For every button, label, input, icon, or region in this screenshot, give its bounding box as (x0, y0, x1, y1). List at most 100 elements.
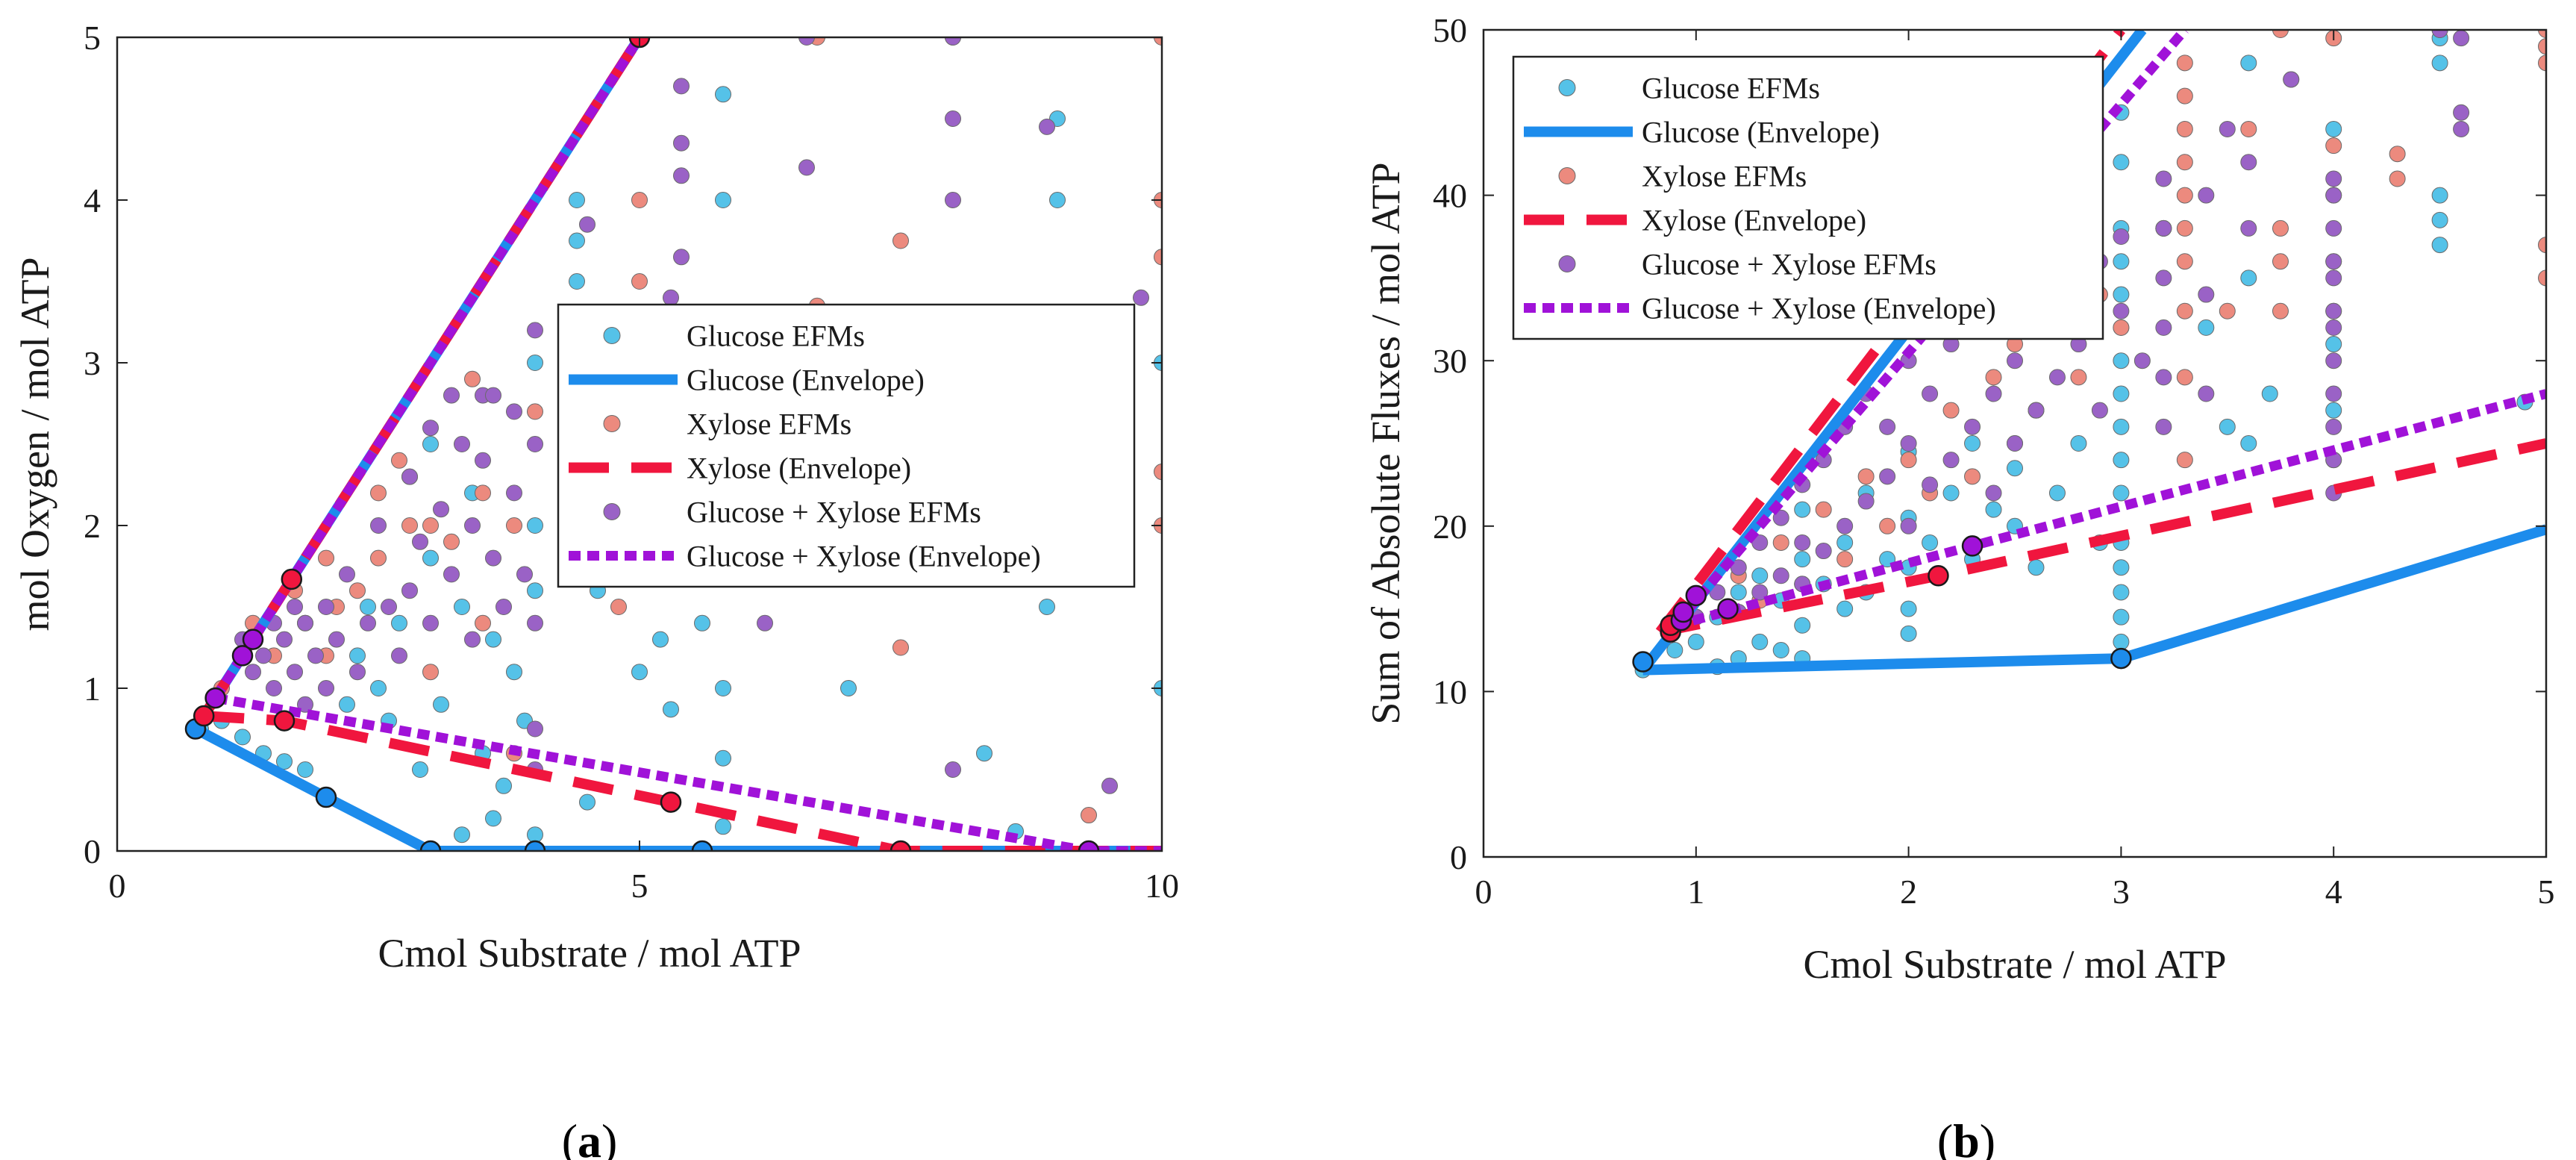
glucose-xylose-envelope--vertex-marker (1717, 598, 1739, 620)
y-tick-label: 20 (1433, 508, 1467, 546)
glucose-envelope--vertex-marker (315, 786, 337, 808)
glucose-efms-point (506, 664, 522, 681)
glucose-xylose-efms-point (663, 289, 679, 306)
xylose-efms-point (527, 403, 543, 420)
glucose-efms-point (2261, 385, 2278, 402)
xylose-efms-point (422, 517, 439, 534)
glucose-xylose-efms-point (339, 566, 355, 583)
glucose-efms-point (1922, 534, 1939, 551)
glucose-efms-point (2113, 452, 2130, 469)
glucose-efms-point (339, 696, 355, 713)
xylose-efms-point (2176, 154, 2193, 171)
glucose-xylose-efms-point (287, 599, 303, 615)
glucose-efms-point (2113, 608, 2130, 626)
glucose-xylose-efms-point (287, 664, 303, 681)
y-axis-label-a: mol Oxygen / mol ATP (13, 257, 57, 631)
glucose-efms-point (1794, 551, 1811, 568)
glucose-efms-point (1900, 625, 1917, 642)
xylose-efms-point (318, 549, 334, 567)
glucose-efms-point (569, 192, 585, 208)
glucose-efms-point (2007, 460, 2023, 477)
xylose-envelope--vertex-marker (281, 568, 303, 590)
glucose-xylose-efms-point (318, 599, 334, 615)
glucose-xylose-efms-point (2048, 369, 2066, 386)
glucose-efms-point (694, 614, 710, 632)
x-tick-label: 5 (631, 867, 648, 905)
legend-box (1512, 55, 2104, 340)
xylose-efms-point (2272, 302, 2289, 319)
glucose-efms-point (370, 680, 387, 696)
legend-label-glucose-xylose-efms: Glucose + Xylose EFMs (1642, 248, 1936, 281)
glucose-xylose-efms-point (443, 387, 460, 404)
glucose-xylose-efms-point (401, 582, 418, 599)
legend-label-glucose-efms: Glucose EFMs (1642, 72, 1820, 105)
glucose-xylose-efms-point (2007, 435, 2023, 452)
glucose-xylose-efms-point (2453, 30, 2470, 47)
xylose-efms-point (2176, 369, 2193, 386)
glucose-xylose-efms-point (2198, 286, 2215, 303)
xylose-envelope--vertex-marker (1928, 565, 1949, 587)
xylose-efms-point (2272, 30, 2289, 38)
legend-box (557, 303, 1136, 588)
xylose-efms-point (2538, 269, 2546, 287)
xylose-efms-point (2389, 170, 2406, 187)
glucose-xylose-efms-point (454, 436, 470, 452)
glucose-envelope--vertex-marker (2110, 647, 2132, 670)
xylose-efms-point (2538, 54, 2546, 72)
xylose-efms-point (1154, 37, 1162, 46)
glucose-xylose-efms-point (673, 134, 690, 152)
glucose-xylose-efms-point (527, 322, 543, 339)
glucose-efms-point (1751, 567, 1769, 584)
glucose-xylose-efms-point (422, 420, 439, 437)
legend-b: Glucose EFMs Glucose (Envelope) Xylose EFM… (1512, 55, 2104, 340)
glucose-xylose-efms-point (2155, 170, 2172, 187)
x-tick-label: 0 (1475, 873, 1492, 911)
legend-marker-xylose-efms (1558, 167, 1576, 184)
glucose-xylose-efms-point (1772, 567, 1789, 584)
glucose-xylose-efms-point (297, 614, 313, 632)
glucose-xylose-efms-point (1772, 509, 1789, 526)
glucose-envelope--vertex-marker (524, 840, 546, 851)
y-tick-label: 1 (84, 670, 101, 708)
glucose-efms-point (663, 701, 679, 718)
xylose-efms-point (1836, 551, 1854, 568)
xylose-efms-point (2272, 219, 2289, 237)
axes-frame-b (1482, 28, 2548, 858)
glucose-efms-point (433, 696, 449, 713)
glucose-efms-point (2431, 54, 2448, 72)
glucose-efms-point (2028, 559, 2045, 576)
glucose-efms-point (454, 826, 470, 844)
glucose-efms-point (2240, 435, 2257, 452)
glucose-xylose-efms-point (1857, 493, 1875, 510)
y-tick-label: 40 (1433, 177, 1467, 215)
glucose-efms-point (2113, 385, 2130, 402)
glucose-xylose-envelope--vertex-marker (1078, 840, 1100, 851)
glucose-xylose-efms-point (307, 647, 324, 664)
glucose-xylose-efms-point (2155, 269, 2172, 287)
glucose-xylose-efms-point (1101, 777, 1118, 794)
xylose-envelope--vertex-marker (660, 791, 682, 813)
legend-marker-glucose-efms (1558, 79, 1576, 96)
xylose-efms-point (2538, 237, 2546, 254)
legend-marker-glucose-xylose-efms (1558, 255, 1576, 272)
glucose-xylose-efms-point (798, 159, 815, 176)
xylose-efms-point (2389, 146, 2406, 163)
glucose-xylose-efms-point (328, 631, 345, 648)
x-tick-label: 2 (1900, 873, 1917, 911)
xylose-efms-point (370, 549, 387, 567)
glucose-xylose-efms-point (1039, 118, 1055, 135)
y-axis-label-b: Sum of Absolute Fluxes / mol ATP (1363, 162, 1408, 724)
glucose-xylose-efms-point (349, 664, 366, 681)
glucose-efms-point (2113, 418, 2130, 435)
glucose-xylose-efms-point (1879, 418, 1896, 435)
glucose-xylose-efms-point (1133, 289, 1149, 306)
glucose-efms-point (715, 192, 731, 208)
glucose-xylose-efms-point (1942, 452, 1960, 469)
glucose-xylose-efms-point (527, 720, 543, 738)
glucose-xylose-efms-point (2240, 154, 2257, 171)
panel-label-b-close: ) (1980, 1114, 1995, 1160)
glucose-xylose-efms-point (464, 631, 481, 648)
xylose-efms-point (2176, 302, 2193, 319)
glucose-xylose-efms-point (422, 614, 439, 632)
